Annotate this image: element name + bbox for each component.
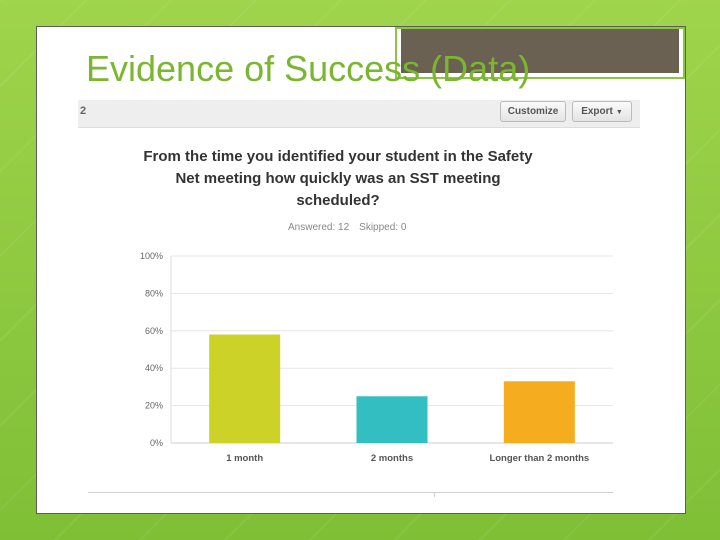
chevron-down-icon: ▼ — [615, 109, 623, 116]
customize-button[interactable]: Customize — [500, 101, 566, 122]
answered-count: Answered: 12 — [288, 222, 350, 233]
export-button[interactable]: Export ▼ — [572, 101, 632, 122]
y-tick-label: 20% — [145, 401, 163, 411]
x-tick-label: 1 month — [226, 453, 263, 464]
question-title: From the time you identified your studen… — [143, 148, 533, 209]
panel-bottom-divider — [88, 492, 613, 493]
y-tick-label: 40% — [145, 363, 163, 373]
slide-title: Evidence of Success (Data) — [86, 48, 531, 89]
y-tick-label: 60% — [145, 326, 163, 336]
page-number: 2 — [80, 105, 87, 117]
customize-button-label: Customize — [507, 106, 559, 117]
y-tick-label: 100% — [140, 251, 163, 261]
x-tick-label: Longer than 2 months — [489, 453, 589, 464]
y-tick-label: 80% — [145, 288, 163, 298]
bar-chart: 0% 20% 40% 60% 80% 100% 1 month 2 months Longer … — [140, 251, 613, 464]
survey-panel: 2 Customize Export ▼ From the time you id… — [78, 100, 640, 497]
y-tick-label: 0% — [150, 438, 163, 448]
x-tick-label: 2 months — [371, 453, 413, 464]
survey-toolbar: 2 Customize Export ▼ — [78, 100, 640, 128]
bar — [209, 334, 281, 443]
title-decoration-fill — [401, 29, 679, 73]
export-button-label: Export — [581, 106, 613, 117]
title-decoration-box — [395, 27, 685, 79]
response-stats: Answered: 12 Skipped: 0 — [288, 222, 406, 233]
skipped-count: Skipped: 0 — [359, 222, 407, 233]
bar — [356, 396, 428, 443]
bar — [503, 381, 575, 443]
panel-bottom-tick — [434, 492, 435, 497]
